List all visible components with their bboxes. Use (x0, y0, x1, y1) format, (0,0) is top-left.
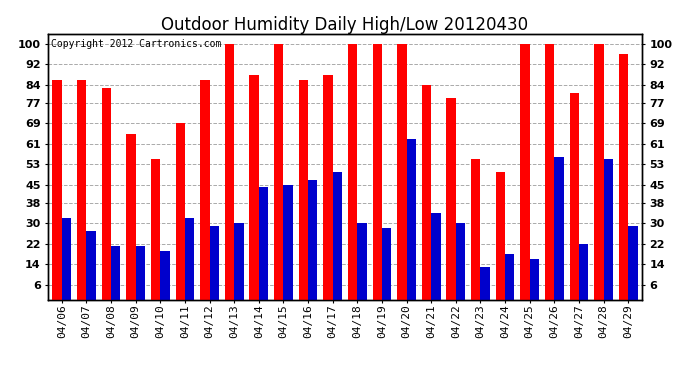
Bar (628, 226, 638, 300)
Bar (77, 80, 86, 300)
Bar (471, 159, 480, 300)
Title: Outdoor Humidity Daily High/Low 20120430: Outdoor Humidity Daily High/Low 20120430 (161, 16, 529, 34)
Bar (594, 44, 604, 300)
Bar (569, 93, 579, 300)
Bar (52, 80, 62, 300)
Bar (554, 157, 564, 300)
Bar (530, 259, 539, 300)
Bar (579, 244, 589, 300)
Bar (348, 44, 357, 300)
Bar (101, 87, 111, 300)
Bar (62, 218, 71, 300)
Bar (299, 80, 308, 300)
Bar (545, 44, 554, 300)
Bar (175, 123, 185, 300)
Bar (284, 185, 293, 300)
Bar (520, 44, 530, 300)
Bar (160, 251, 170, 300)
Bar (373, 44, 382, 300)
Bar (324, 75, 333, 300)
Bar (225, 44, 234, 300)
Text: Copyright 2012 Cartronics.com: Copyright 2012 Cartronics.com (51, 39, 221, 49)
Bar (86, 231, 96, 300)
Bar (480, 267, 490, 300)
Bar (604, 159, 613, 300)
Bar (397, 44, 406, 300)
Bar (200, 80, 210, 300)
Bar (210, 226, 219, 300)
Bar (185, 218, 195, 300)
Bar (495, 172, 505, 300)
Bar (382, 228, 391, 300)
Bar (274, 44, 284, 300)
Bar (357, 223, 366, 300)
Bar (126, 134, 136, 300)
Bar (406, 139, 416, 300)
Bar (333, 172, 342, 300)
Bar (136, 246, 145, 300)
Bar (505, 254, 515, 300)
Bar (308, 180, 317, 300)
Bar (111, 246, 121, 300)
Bar (619, 54, 628, 300)
Bar (422, 85, 431, 300)
Bar (456, 223, 465, 300)
Bar (259, 188, 268, 300)
Bar (250, 75, 259, 300)
Bar (234, 223, 244, 300)
Bar (446, 98, 456, 300)
Bar (431, 213, 440, 300)
Bar (151, 159, 160, 300)
